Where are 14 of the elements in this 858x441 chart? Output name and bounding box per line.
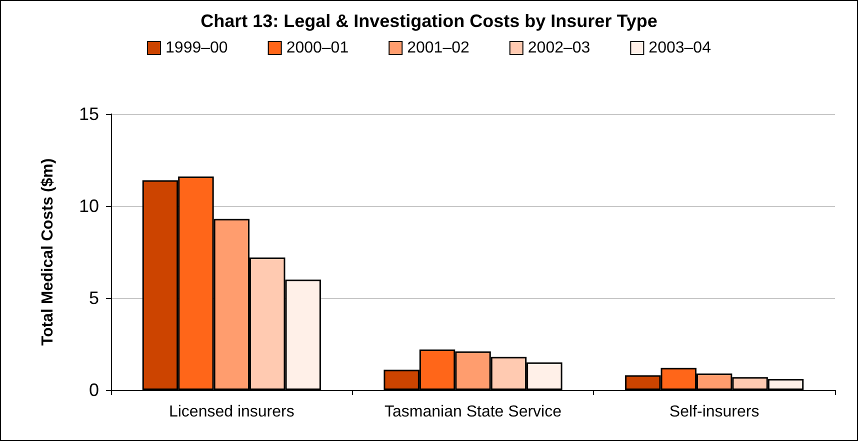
y-tick-label: 15 bbox=[78, 104, 99, 124]
y-tick-label: 10 bbox=[78, 196, 99, 216]
legend-label: 2001–02 bbox=[407, 40, 470, 56]
y-tick-label: 5 bbox=[88, 288, 99, 308]
y-tick-label: 0 bbox=[88, 380, 99, 400]
x-tick-label: Licensed insurers bbox=[168, 404, 294, 420]
chart-title: Chart 13: Legal & Investigation Costs by Insurer Type bbox=[200, 11, 658, 31]
x-tick-label: Self-insurers bbox=[669, 404, 760, 420]
legend-label: 2002–03 bbox=[528, 40, 590, 56]
legend-label: 2000–01 bbox=[286, 40, 349, 56]
legend-label: 2003–04 bbox=[648, 40, 712, 56]
x-tick-label: Tasmanian State Service bbox=[384, 404, 562, 420]
legend-label: 1999–00 bbox=[166, 40, 228, 56]
y-axis-title: Total Medical Costs ($m) bbox=[40, 158, 56, 346]
